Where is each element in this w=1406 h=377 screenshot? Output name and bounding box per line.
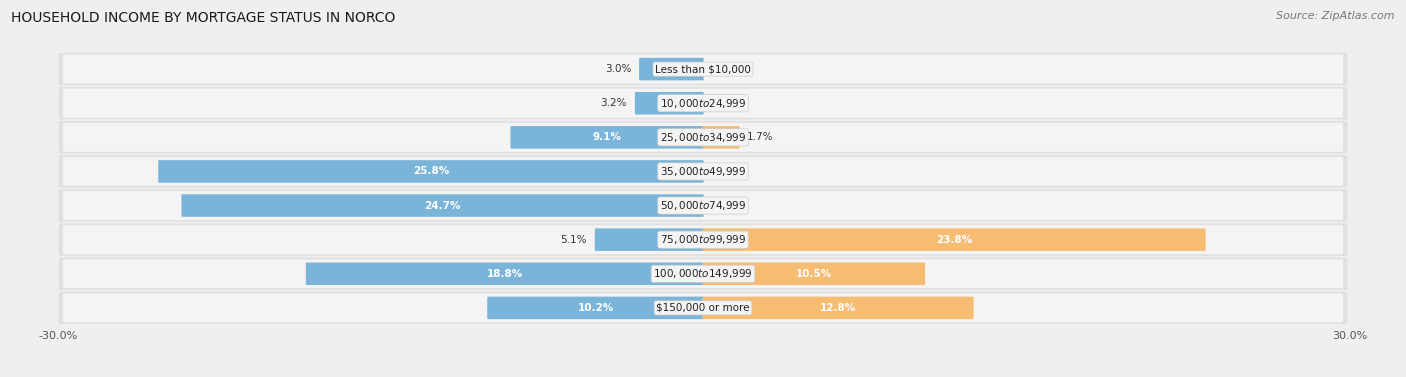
FancyBboxPatch shape <box>63 157 1343 186</box>
FancyBboxPatch shape <box>59 155 1347 188</box>
FancyBboxPatch shape <box>59 189 1347 222</box>
Text: 10.5%: 10.5% <box>796 269 832 279</box>
Text: 12.8%: 12.8% <box>820 303 856 313</box>
FancyBboxPatch shape <box>640 58 703 80</box>
FancyBboxPatch shape <box>63 225 1343 254</box>
FancyBboxPatch shape <box>59 53 1347 85</box>
Text: $100,000 to $149,999: $100,000 to $149,999 <box>654 267 752 280</box>
FancyBboxPatch shape <box>63 89 1343 118</box>
Text: 24.7%: 24.7% <box>425 201 461 211</box>
FancyBboxPatch shape <box>510 126 703 149</box>
FancyBboxPatch shape <box>59 87 1347 120</box>
Text: 1.7%: 1.7% <box>748 132 773 143</box>
Text: HOUSEHOLD INCOME BY MORTGAGE STATUS IN NORCO: HOUSEHOLD INCOME BY MORTGAGE STATUS IN N… <box>11 11 395 25</box>
Text: 3.2%: 3.2% <box>600 98 627 108</box>
Text: 3.0%: 3.0% <box>605 64 631 74</box>
Text: 18.8%: 18.8% <box>486 269 523 279</box>
FancyBboxPatch shape <box>59 224 1347 256</box>
Text: 10.2%: 10.2% <box>578 303 613 313</box>
FancyBboxPatch shape <box>63 191 1343 220</box>
Text: 9.1%: 9.1% <box>592 132 621 143</box>
Text: $75,000 to $99,999: $75,000 to $99,999 <box>659 233 747 246</box>
FancyBboxPatch shape <box>59 121 1347 153</box>
FancyBboxPatch shape <box>595 228 703 251</box>
FancyBboxPatch shape <box>181 194 703 217</box>
Text: $10,000 to $24,999: $10,000 to $24,999 <box>659 97 747 110</box>
FancyBboxPatch shape <box>636 92 703 115</box>
FancyBboxPatch shape <box>307 262 703 285</box>
Text: $35,000 to $49,999: $35,000 to $49,999 <box>659 165 747 178</box>
Text: -30.0%: -30.0% <box>38 331 77 341</box>
FancyBboxPatch shape <box>63 293 1343 322</box>
FancyBboxPatch shape <box>63 55 1343 84</box>
FancyBboxPatch shape <box>59 292 1347 324</box>
Text: 5.1%: 5.1% <box>561 234 588 245</box>
FancyBboxPatch shape <box>703 126 740 149</box>
Text: $50,000 to $74,999: $50,000 to $74,999 <box>659 199 747 212</box>
FancyBboxPatch shape <box>63 259 1343 288</box>
FancyBboxPatch shape <box>488 297 703 319</box>
Text: 30.0%: 30.0% <box>1331 331 1367 341</box>
FancyBboxPatch shape <box>59 257 1347 290</box>
Text: 23.8%: 23.8% <box>936 234 972 245</box>
FancyBboxPatch shape <box>703 228 1205 251</box>
Text: Source: ZipAtlas.com: Source: ZipAtlas.com <box>1277 11 1395 21</box>
Text: Less than $10,000: Less than $10,000 <box>655 64 751 74</box>
Text: 25.8%: 25.8% <box>413 166 449 176</box>
Text: $150,000 or more: $150,000 or more <box>657 303 749 313</box>
FancyBboxPatch shape <box>159 160 703 183</box>
FancyBboxPatch shape <box>703 262 925 285</box>
FancyBboxPatch shape <box>63 123 1343 152</box>
FancyBboxPatch shape <box>703 297 973 319</box>
Text: $25,000 to $34,999: $25,000 to $34,999 <box>659 131 747 144</box>
